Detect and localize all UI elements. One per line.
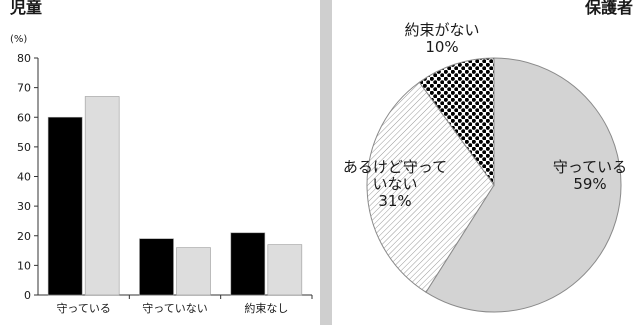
y-tick-label: 10	[17, 259, 31, 272]
y-tick-label: 0	[24, 289, 31, 302]
pie-slice	[418, 57, 495, 187]
y-tick-label: 20	[17, 230, 31, 243]
pie-slice	[366, 81, 495, 293]
pie-slice	[425, 57, 622, 313]
y-tick-label: 60	[17, 111, 31, 124]
pie-slice-label: 守っている 59%	[553, 158, 627, 193]
y-tick-label: 50	[17, 141, 31, 154]
pie-slice-label-line: 31%	[378, 192, 411, 210]
child-panel: 児童 (%) 0 10 20 30 40 50 60 70 80 守っている 守っていない 約束なし	[10, 0, 313, 315]
pie-chart: 守っている 59% あるけど守っていない 31% 約束がない 10%	[343, 21, 627, 313]
guardian-panel: 保護者 守っている 59% あるけど守っていない 31% 約束がない 10%	[332, 0, 637, 325]
pie-slice-label: 約束がない 10%	[404, 21, 479, 56]
y-tick-label: 40	[17, 171, 31, 184]
bar-chart: (%) 0 10 20 30 40 50 60 70 80 守っている 守っていない 約束なし	[10, 34, 313, 315]
pie-slice-label-line: あるけど守って	[343, 158, 447, 176]
pie-slice-label-line: 59%	[573, 175, 606, 193]
y-axis-unit-label: (%)	[10, 34, 27, 45]
y-tick-label: 80	[17, 52, 31, 65]
pie-slice-label: あるけど守っていない 31%	[343, 158, 447, 210]
y-tick-label: 70	[17, 82, 31, 95]
pie-slice-label-line: いない	[372, 175, 417, 193]
x-tick-label: 守っていない	[142, 301, 207, 315]
panel-divider	[320, 0, 332, 325]
bar	[176, 247, 211, 296]
pie-slice-label-line: 守っている	[553, 158, 627, 176]
bar	[230, 232, 266, 296]
pie-slice-label-line: 約束がない	[404, 21, 479, 39]
bar	[267, 244, 303, 296]
guardian-panel-title: 保護者	[584, 0, 633, 17]
bar	[139, 238, 174, 296]
bar	[47, 116, 83, 296]
bar	[84, 96, 120, 296]
y-tick-label: 30	[17, 200, 31, 213]
child-panel-title: 児童	[10, 0, 43, 17]
pie-slice-label-line: 10%	[425, 38, 458, 56]
x-tick-label: 約束なし	[244, 301, 288, 315]
x-tick-label: 守っている	[56, 301, 110, 315]
